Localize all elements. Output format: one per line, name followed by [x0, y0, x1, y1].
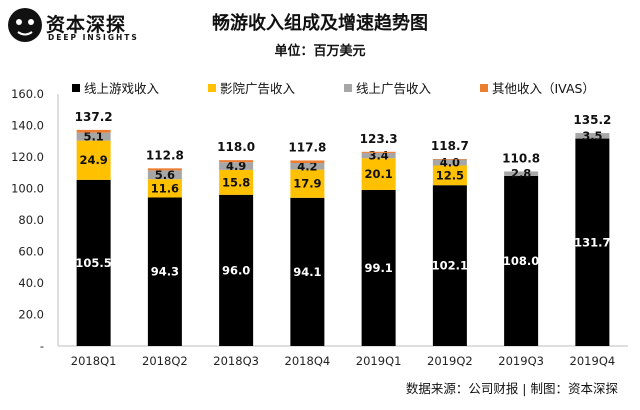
data-label: 11.6	[151, 181, 179, 195]
x-tick-label: 2018Q1	[71, 354, 117, 368]
data-label: 96.0	[222, 263, 250, 277]
data-label: 20.1	[364, 167, 392, 181]
data-label: 131.7	[574, 235, 610, 249]
bar-segment	[76, 132, 111, 141]
legend-swatch	[208, 84, 216, 92]
data-label: 17.9	[293, 177, 321, 191]
legend-label: 线上广告收入	[356, 81, 432, 96]
data-label: 4.0	[440, 155, 460, 169]
chart-unit: 单位：百万美元	[274, 44, 366, 59]
legend-item-online-ads: 线上广告收入	[344, 78, 431, 97]
y-tick-label: 100.0	[11, 182, 44, 196]
total-label: 118.0	[217, 140, 255, 154]
bar-segment	[219, 169, 254, 195]
bar-segment	[432, 159, 467, 166]
total-label: 123.3	[360, 132, 398, 146]
x-tick-label: 2018Q2	[142, 354, 188, 368]
bar-segment	[290, 169, 325, 198]
chart-legend: 线上游戏收入 影院广告收入 线上广告收入 其他收入（IVAS）	[72, 78, 640, 96]
legend-label: 其他收入（IVAS）	[492, 81, 595, 96]
data-label: 94.1	[293, 265, 321, 279]
x-tick-label: 2019Q4	[570, 354, 616, 368]
data-label: 99.1	[364, 261, 392, 275]
total-label: 117.8	[288, 140, 326, 154]
data-label: 3.4	[368, 149, 388, 163]
y-tick-label: 60.0	[18, 245, 44, 259]
bar-segment	[290, 160, 325, 163]
data-label: 5.6	[155, 168, 175, 182]
y-tick-label: 40.0	[18, 276, 44, 290]
data-label: 5.1	[83, 130, 103, 144]
bar-segment	[147, 170, 182, 180]
y-tick-label: 120.0	[11, 150, 44, 164]
total-label: 110.8	[502, 151, 540, 165]
y-tick-label: -	[40, 339, 44, 353]
bar-segment	[290, 162, 325, 170]
bar-segment	[432, 159, 467, 160]
data-label: 102.1	[432, 259, 468, 273]
data-label: 24.9	[79, 153, 107, 167]
bar-segment	[76, 140, 111, 180]
y-tick-label: 140.0	[11, 119, 44, 133]
brand-logo: 资本深探 DEEP INSIGHTS	[6, 4, 146, 44]
total-label: 118.7	[431, 139, 469, 153]
bar-segment	[219, 194, 254, 346]
bar-segment	[575, 138, 610, 346]
x-tick-label: 2018Q3	[213, 354, 259, 368]
bar-segment	[361, 152, 396, 159]
data-label: 2.8	[511, 167, 531, 181]
data-label: 12.5	[436, 168, 464, 182]
bar-segment	[504, 175, 539, 346]
mascot-icon	[8, 8, 42, 42]
bar-segment	[147, 168, 182, 171]
bar-segment	[76, 129, 111, 133]
total-label: 137.2	[75, 110, 113, 124]
brand-tagline: DEEP INSIGHTS	[48, 33, 139, 42]
legend-label: 影院广告收入	[220, 81, 296, 96]
bar-segment	[432, 165, 467, 186]
bar-segment	[147, 197, 182, 346]
bar-segment	[361, 158, 396, 190]
bar-segment	[361, 189, 396, 346]
bar-segment	[290, 197, 325, 346]
data-label: 15.8	[222, 175, 250, 189]
y-tick-label: 160.0	[11, 87, 44, 101]
bar-segment	[147, 179, 182, 198]
chart-title: 畅游收入组成及增速趋势图	[212, 13, 428, 34]
bar-segment	[361, 151, 396, 153]
data-label: 94.3	[151, 265, 179, 279]
x-tick-label: 2019Q3	[498, 354, 544, 368]
legend-item-cinema-ads: 影院广告收入	[208, 78, 295, 97]
x-tick-label: 2018Q4	[285, 354, 331, 368]
legend-item-other-ivas: 其他收入（IVAS）	[480, 78, 595, 97]
y-tick-label: 80.0	[18, 213, 44, 227]
y-tick-label: 20.0	[18, 308, 44, 322]
data-label: 3.5	[582, 129, 602, 143]
legend-swatch	[480, 84, 488, 92]
x-tick-label: 2019Q2	[427, 354, 473, 368]
legend-label: 线上游戏收入	[84, 81, 160, 96]
bar-segment	[219, 162, 254, 170]
bar-segment	[504, 171, 539, 176]
bar-segment	[432, 185, 467, 346]
data-label: 4.9	[226, 159, 246, 173]
bar-segment	[76, 179, 111, 346]
bar-segment	[219, 160, 254, 163]
legend-swatch	[344, 84, 352, 92]
source-note: 数据来源：公司财报 | 制图：资本深探	[405, 381, 618, 396]
total-label: 112.8	[146, 148, 184, 162]
data-label: 108.0	[503, 254, 539, 268]
x-tick-label: 2019Q1	[356, 354, 402, 368]
brand-name: 资本深探	[46, 14, 127, 36]
bar-segment	[575, 133, 610, 139]
data-label: 105.5	[75, 256, 111, 270]
legend-swatch	[72, 84, 80, 92]
legend-item-online-games: 线上游戏收入	[72, 78, 159, 97]
total-label: 135.2	[573, 113, 611, 127]
